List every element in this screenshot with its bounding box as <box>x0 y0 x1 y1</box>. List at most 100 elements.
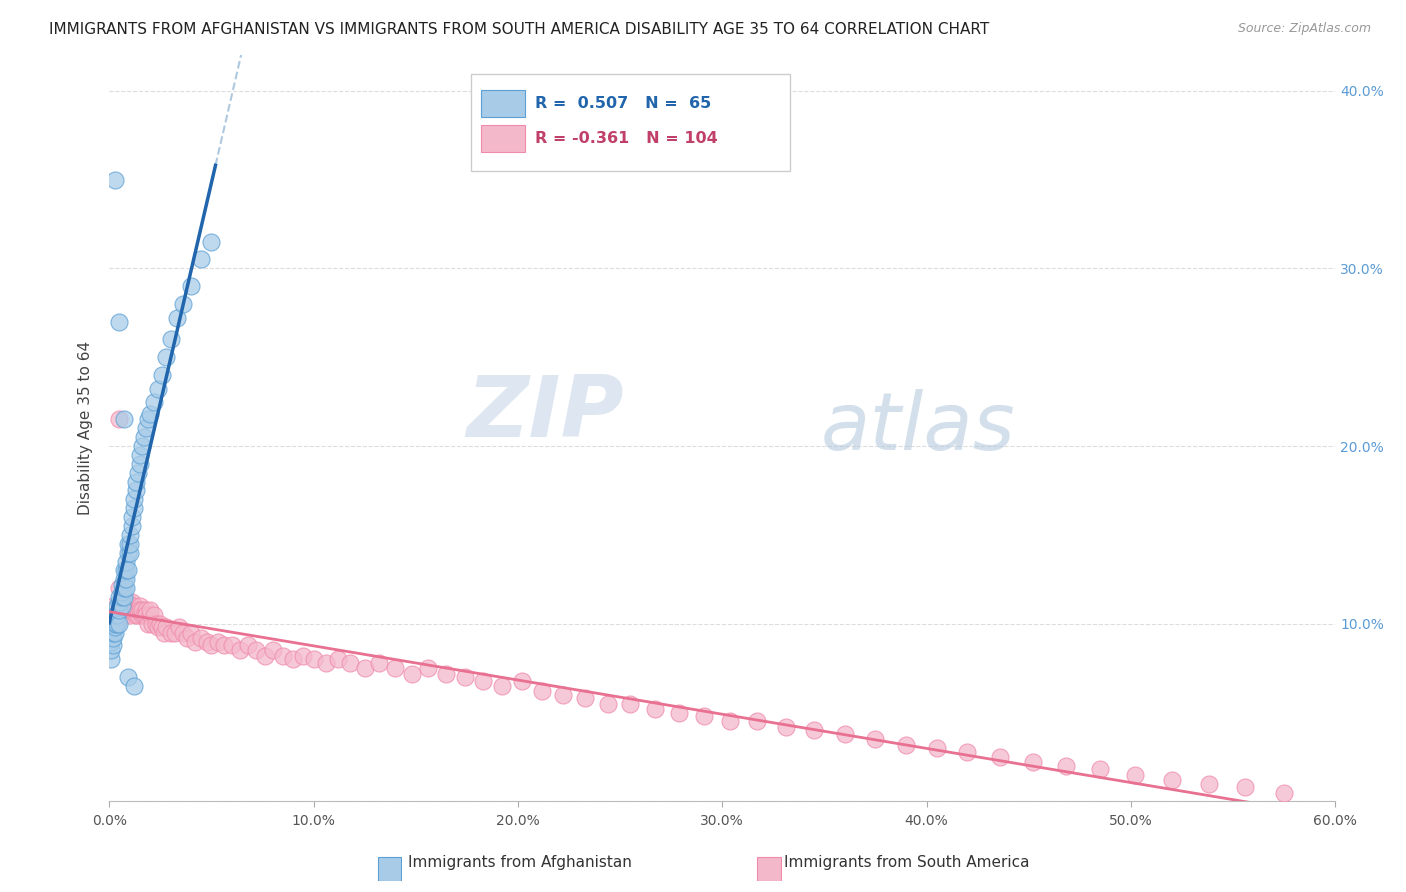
Point <box>114 581 136 595</box>
Point <box>315 656 337 670</box>
Point <box>122 492 145 507</box>
Point <box>110 595 132 609</box>
Point <box>281 652 304 666</box>
Point <box>253 648 276 663</box>
Point <box>834 727 856 741</box>
Point <box>125 475 148 489</box>
Point <box>200 235 222 249</box>
Point <box>180 625 202 640</box>
Point <box>271 648 294 663</box>
Point <box>262 643 284 657</box>
Point <box>180 279 202 293</box>
Point <box>145 616 167 631</box>
Point <box>112 602 135 616</box>
Point <box>108 616 131 631</box>
Point <box>114 572 136 586</box>
Point <box>107 599 129 613</box>
FancyBboxPatch shape <box>758 857 780 880</box>
Point <box>159 625 181 640</box>
Point <box>114 564 136 578</box>
Point <box>128 457 150 471</box>
Point <box>125 602 148 616</box>
Point <box>107 616 129 631</box>
Point <box>108 581 131 595</box>
Text: R = -0.361   N = 104: R = -0.361 N = 104 <box>534 131 717 146</box>
Point <box>125 607 148 622</box>
Point <box>141 616 163 631</box>
Point <box>131 607 153 622</box>
Point <box>245 643 267 657</box>
FancyBboxPatch shape <box>378 857 401 880</box>
Point <box>108 602 131 616</box>
Point <box>118 599 141 613</box>
Point <box>229 643 252 657</box>
Text: R =  0.507   N =  65: R = 0.507 N = 65 <box>534 96 711 112</box>
Point <box>103 599 125 613</box>
Point <box>117 564 139 578</box>
Point <box>139 607 162 622</box>
Text: atlas: atlas <box>820 389 1015 467</box>
Point <box>491 679 513 693</box>
Point <box>127 602 149 616</box>
Point <box>172 625 194 640</box>
Point <box>416 661 439 675</box>
Point <box>510 673 533 688</box>
Point <box>110 577 132 591</box>
Point <box>136 616 159 631</box>
Point <box>112 572 135 586</box>
Point <box>139 407 162 421</box>
Point <box>1234 780 1257 795</box>
Point <box>353 661 375 675</box>
Point <box>117 670 139 684</box>
Point <box>118 602 141 616</box>
Point <box>238 638 260 652</box>
Point <box>122 602 145 616</box>
Point <box>339 656 361 670</box>
Point <box>221 638 243 652</box>
Point <box>956 745 979 759</box>
Point <box>112 581 135 595</box>
Text: IMMIGRANTS FROM AFGHANISTAN VS IMMIGRANTS FROM SOUTH AMERICA DISABILITY AGE 35 T: IMMIGRANTS FROM AFGHANISTAN VS IMMIGRANT… <box>49 22 990 37</box>
Point <box>326 652 349 666</box>
Point <box>384 661 406 675</box>
Point <box>107 616 129 631</box>
Point <box>118 546 141 560</box>
Point <box>207 634 229 648</box>
Point <box>775 720 797 734</box>
Point <box>104 620 127 634</box>
Point <box>112 590 135 604</box>
Point <box>1198 777 1220 791</box>
Point <box>401 666 423 681</box>
Point <box>132 607 155 622</box>
Point <box>114 599 136 613</box>
Point <box>122 679 145 693</box>
Point <box>302 652 325 666</box>
Point <box>104 607 127 622</box>
Point <box>148 620 170 634</box>
Point <box>292 648 315 663</box>
Text: Source: ZipAtlas.com: Source: ZipAtlas.com <box>1237 22 1371 36</box>
Point <box>108 412 131 426</box>
Point <box>454 670 477 684</box>
Point <box>150 620 173 634</box>
Point <box>108 590 131 604</box>
Point <box>148 382 170 396</box>
Point <box>121 595 143 609</box>
Point <box>108 315 131 329</box>
Point <box>117 595 139 609</box>
Point <box>112 607 135 622</box>
Point <box>108 602 131 616</box>
Point <box>121 519 143 533</box>
Text: Immigrants from South America: Immigrants from South America <box>785 855 1029 870</box>
Point <box>551 688 574 702</box>
Point <box>718 714 741 729</box>
Point <box>1123 768 1146 782</box>
Point <box>112 412 135 426</box>
Point <box>136 412 159 426</box>
Point <box>110 590 132 604</box>
Point <box>693 709 716 723</box>
Point <box>114 555 136 569</box>
FancyBboxPatch shape <box>481 90 524 117</box>
Point <box>127 607 149 622</box>
Point <box>172 297 194 311</box>
